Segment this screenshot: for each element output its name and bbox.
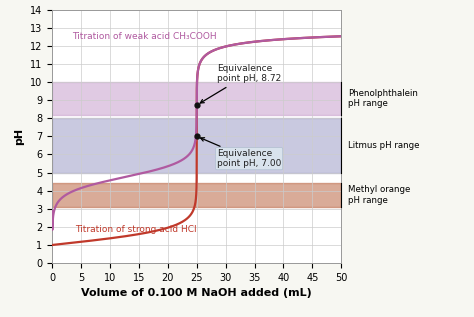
X-axis label: Volume of 0.100 M NaOH added (mL): Volume of 0.100 M NaOH added (mL): [82, 288, 312, 298]
Bar: [52, 184, 341, 207]
Text: Titration of weak acid CH₃COOH: Titration of weak acid CH₃COOH: [73, 32, 217, 42]
Text: Titration of strong acid HCl: Titration of strong acid HCl: [75, 225, 197, 234]
Y-axis label: pH: pH: [15, 128, 25, 145]
Text: Phenolphthalein
pH range: Phenolphthalein pH range: [348, 88, 418, 108]
Text: Equivalence
point pH, 7.00: Equivalence point pH, 7.00: [201, 138, 282, 168]
Text: Litmus pH range: Litmus pH range: [348, 141, 419, 150]
Bar: [52, 118, 341, 172]
Text: Equivalence
point pH, 8.72: Equivalence point pH, 8.72: [201, 64, 281, 103]
Text: Methyl orange
pH range: Methyl orange pH range: [348, 185, 410, 205]
Bar: [52, 82, 341, 114]
